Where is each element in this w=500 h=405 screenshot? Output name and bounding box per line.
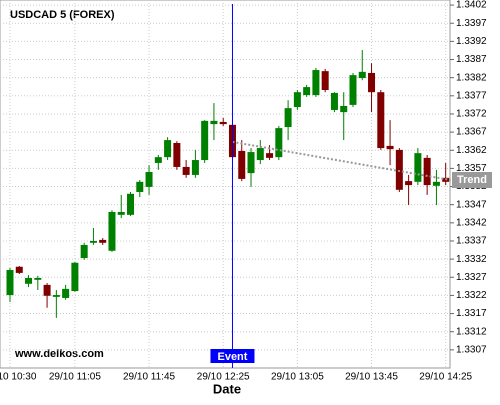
trend-line [232,140,451,181]
trend-label: Trend [457,174,487,186]
y-tick-label: 1.3362 [456,145,487,156]
candle-body [405,181,413,186]
candle-body [377,92,385,149]
candle-body [15,266,23,273]
event-label: Event [217,351,247,363]
trend-label-box [452,172,492,189]
y-tick-label: 1.3317 [456,308,487,319]
candle-body [173,142,181,167]
candle-body [303,87,311,96]
candle-body [52,295,60,297]
candle-body [127,193,135,215]
candle-body [210,120,218,125]
candle-body [386,145,394,150]
candle-body [191,160,199,175]
candle-body [284,108,292,128]
y-tick-label: 1.3322 [456,290,487,301]
candle-body [293,92,301,108]
x-tick-label: 29/10 11:45 [123,372,176,383]
candle-body [108,211,116,251]
candle-body [256,148,264,161]
candle-body [395,149,403,190]
y-tick-label: 1.3372 [456,109,487,120]
candle-body [136,181,144,192]
candle-body [25,277,33,284]
x-tick-label: 29/10 14:25 [419,372,472,383]
y-tick-label: 1.3397 [456,18,487,29]
y-tick-label: 1.3332 [456,254,487,265]
y-tick-label: 1.3312 [456,326,487,337]
x-tick-label: 29/10 12:25 [197,372,250,383]
candle-body [201,120,209,161]
candle-body [219,121,227,125]
candle-body [358,71,366,79]
candle-body [247,152,255,174]
y-tick-label: 1.3337 [456,236,487,247]
plot-area [0,0,451,369]
candle-body [321,71,329,91]
candle-body [80,244,88,259]
candle-body [349,75,357,105]
candle-body [266,153,274,158]
candle-body [182,166,190,175]
candle-body [34,277,42,280]
candle-body [238,150,246,179]
candle-body [432,181,440,186]
candle-body [89,240,97,243]
y-tick-label: 1.3382 [456,72,487,83]
candle-body [164,140,172,158]
y-tick-label: 1.3327 [456,272,487,283]
y-tick-label: 1.3357 [456,163,487,174]
candle-body [423,157,431,186]
x-tick-label: 29/10 13:05 [271,372,324,383]
candle-body [6,270,14,296]
x-axis-label: Date [213,381,241,396]
x-tick-label: 29/10 10:30 [0,372,37,383]
candle-body [145,172,153,187]
y-tick-label: 1.3307 [456,344,487,355]
candle-body [71,262,79,292]
watermark: www.delkos.com [14,348,104,360]
y-tick-label: 1.3392 [456,36,487,47]
candle-body [368,72,376,93]
candle-body [117,211,125,215]
y-tick-label: 1.3377 [456,90,487,101]
candle-body [43,284,51,296]
event-label-box [210,349,255,363]
candle-body [340,105,348,113]
y-tick-label: 1.3347 [456,199,487,210]
candle-body [330,92,338,110]
y-tick-label: 1.3342 [456,217,487,228]
chart-title: USDCAD 5 (FOREX) [10,9,115,21]
y-tick-label: 1.3387 [456,54,487,65]
candle-body [312,70,320,96]
y-tick-label: 1.3402 [456,0,487,11]
candle-body [414,153,422,182]
candle-body [99,239,107,243]
x-tick-label: 29/10 13:45 [345,372,398,383]
candle-body [154,157,162,163]
candle-body [275,128,283,158]
candle-body [62,288,70,298]
y-tick-label: 1.3367 [456,127,487,138]
x-tick-label: 29/10 11:05 [49,372,102,383]
